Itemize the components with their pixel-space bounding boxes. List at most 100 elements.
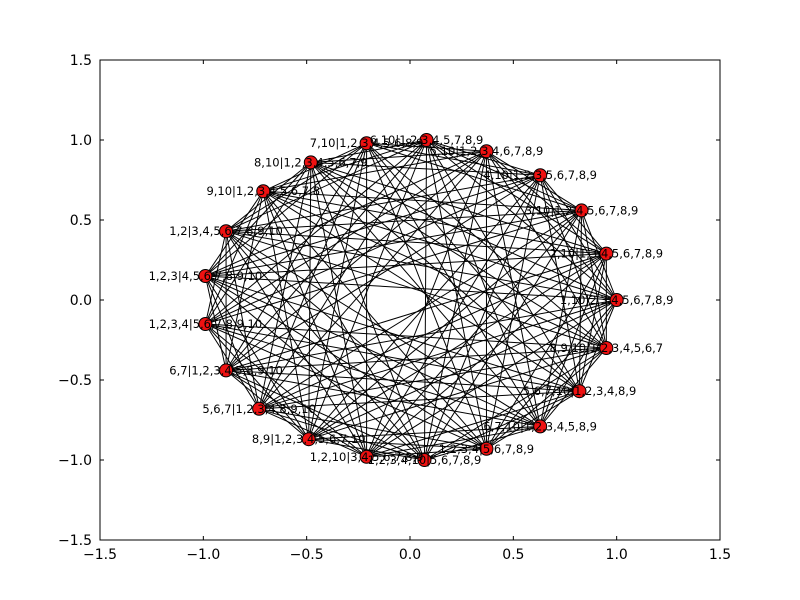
node-13 [219,224,234,239]
node-12 [198,269,213,283]
node-layer [198,133,624,467]
edge [226,209,582,232]
edge [366,151,487,457]
edge [366,253,607,458]
node-17 [419,133,434,147]
node-label-7: 1,2,10|3,4,5,6,7,8,9 [310,450,424,464]
node-9 [252,401,267,416]
edge [366,143,487,449]
edge [426,139,607,255]
edge [539,253,607,427]
edge [259,390,580,410]
edge [263,139,427,192]
edge [486,150,618,301]
edge-layer [204,139,618,461]
node-3 [572,384,587,399]
edge [205,253,607,277]
node-label-3: 5,6,7,10|1,2,3,4,8,9 [523,384,637,398]
edge [423,139,428,461]
y-tick-label: 1.5 [70,53,92,69]
edge [258,162,312,409]
node-4 [533,419,548,434]
y-tick-label: 0.5 [70,213,92,229]
edge [258,150,487,410]
edge [308,143,368,440]
edge [486,150,582,211]
edge [366,142,487,152]
edge [225,142,368,371]
edge [308,253,607,440]
edge [539,174,607,254]
edge [310,161,607,349]
node-18 [479,144,494,159]
y-tick-label: 0.0 [70,293,92,309]
node-14 [256,184,271,199]
edge [539,175,580,392]
x-tick-label: −1.0 [186,547,220,563]
node-label-10: 6,7|1,2,3,4,5,8,9,10 [169,363,283,377]
edge [539,174,618,301]
edge [486,253,607,450]
edge [366,174,541,458]
node-label-4: 6,7,10|1,2,3,4,5,8,9 [483,419,597,433]
edge [225,299,617,371]
edge [581,210,607,349]
edge [205,209,582,277]
node-label-15: 8,10|1,2,3,4,5,6,7,9 [254,155,368,169]
edge [486,150,607,254]
edge [310,161,541,176]
node-label-12: 1,2,3|4,5,6,7,8,9,10 [149,269,263,283]
edge [225,230,487,450]
edge [423,151,487,461]
edge [225,231,260,409]
edge [225,142,367,232]
node-label-1: 1,10|2,3,4,5,6,7,8,9 [560,293,674,307]
edge [225,162,312,232]
edge [426,139,541,176]
edge [366,142,580,392]
edge [424,210,582,461]
node-label-20: 3,10|1,2,4,5,6,7,8,9 [525,203,639,217]
edge [426,139,487,449]
edge [226,230,607,255]
node-16 [359,136,374,151]
y-tick-label: −1.5 [58,533,92,549]
edge [205,275,541,427]
node-19 [533,168,548,183]
edge [225,369,425,461]
edge [308,347,607,440]
node-5 [479,441,494,456]
edge [204,231,227,325]
y-tick-label: 1.0 [70,133,92,149]
edge [308,299,617,440]
edge [308,139,427,440]
node-label-18: 5,10|1,2,3,4,6,7,8,9 [430,144,544,158]
node-label-16: 7,10|1,2,3,4,5,6,8,9 [310,136,424,150]
node-label-layer: 1,10|2,3,4,5,6,7,8,9 8,9,10|1,2,3,4,5,6,7… [149,133,674,467]
edge [205,150,487,325]
edge [262,191,310,440]
edge [578,253,607,392]
edge [205,209,582,325]
edge [205,174,541,277]
node-20 [574,203,589,218]
edge [204,275,310,440]
edge [262,191,368,457]
edge [225,369,541,427]
edge [424,390,580,461]
edge [310,150,487,163]
edge [225,139,427,232]
edge [205,174,541,325]
edge [366,390,580,458]
edge [581,210,618,301]
node-label-19: 4,10|1,2,3,5,6,7,8,9 [483,168,597,182]
edge [225,230,617,301]
edge [258,408,425,461]
node-label-6: 1,2,3,4,10|5,6,7,8,9 [368,453,482,467]
edge [366,210,582,458]
edge [366,142,541,176]
edge [486,390,580,450]
edge [263,190,607,255]
x-tick-label: 1.5 [709,547,731,563]
